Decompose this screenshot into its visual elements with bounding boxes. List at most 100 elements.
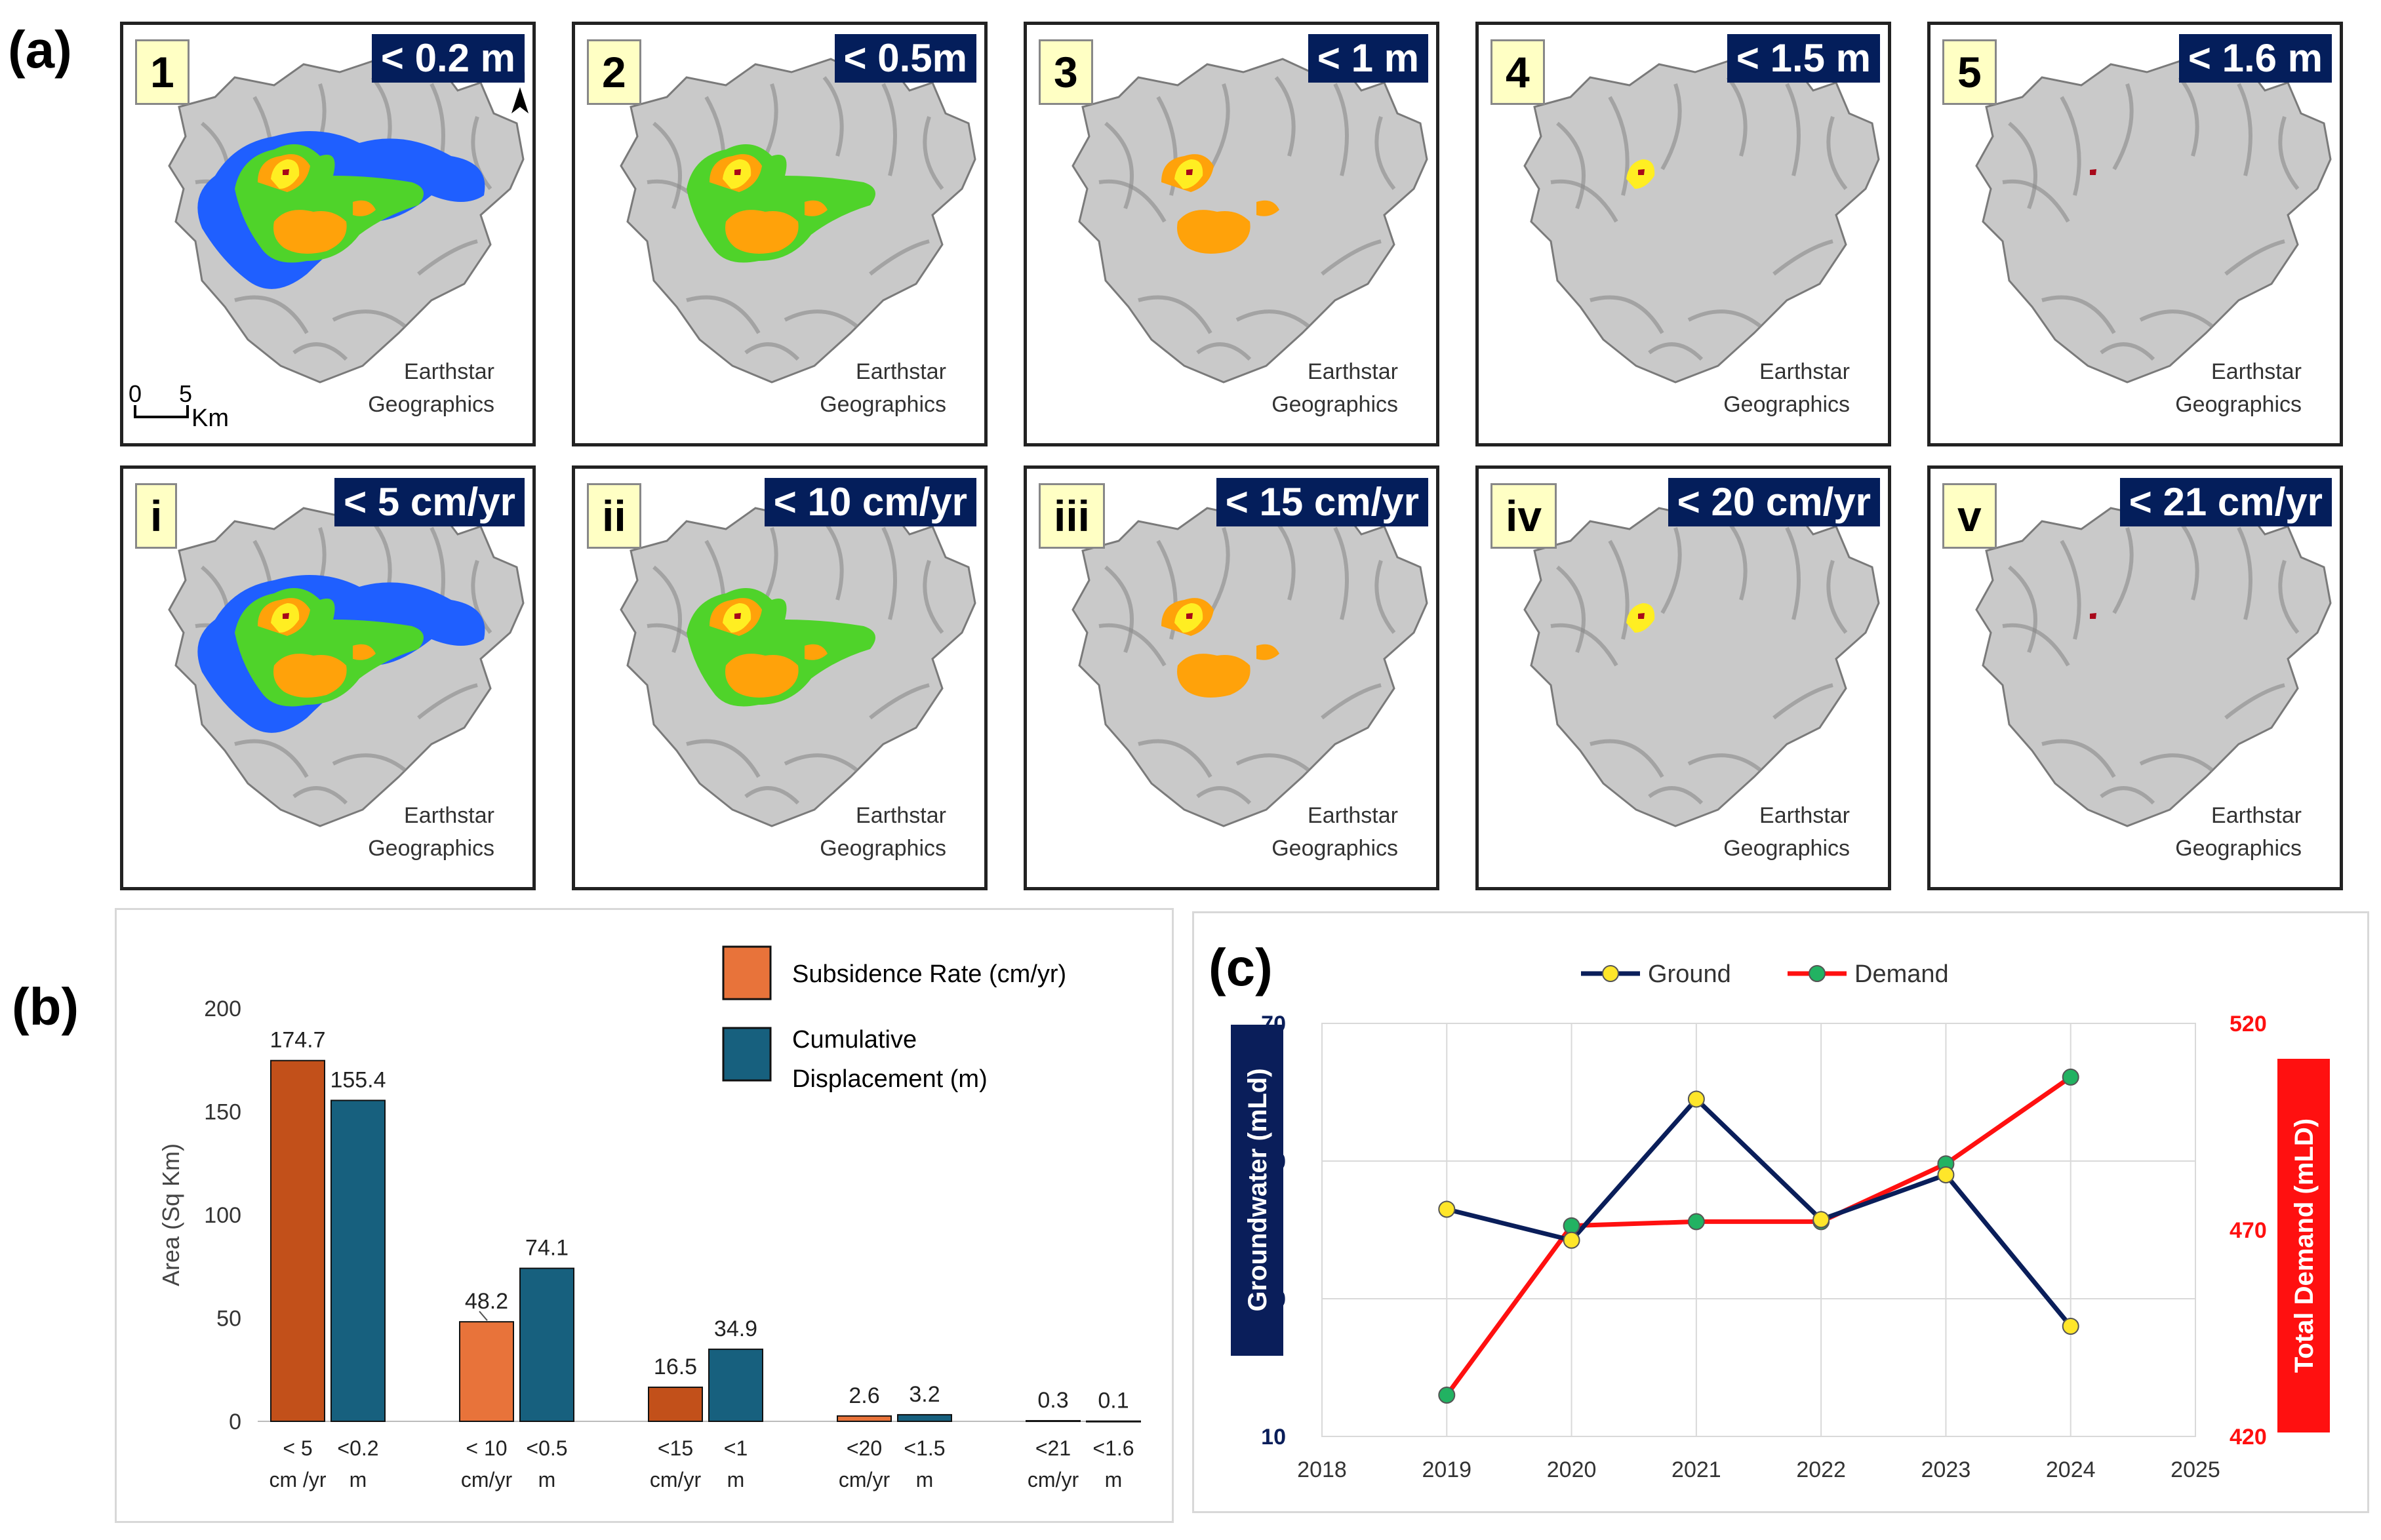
data-label: 48.2	[465, 1289, 508, 1314]
map-threshold-badge: < 15 cm/yr	[1216, 478, 1428, 526]
panel-label-c: (c)	[1209, 938, 1273, 997]
map-number-badge: iii	[1039, 483, 1106, 549]
terrain-ridge	[881, 83, 897, 176]
map-panel-3: 3 < 1 m Earthstar Geographics	[1024, 22, 1439, 446]
terrain-ridge	[471, 116, 492, 190]
terrain-ridge	[784, 309, 858, 328]
terrain-ridge	[869, 683, 930, 720]
x-tick-cum-line1: <0.2	[337, 1436, 378, 1460]
terrain-map: N05Km	[129, 58, 529, 432]
terrain-ridge	[1138, 739, 1212, 778]
legend-marker-ground	[1602, 965, 1619, 982]
data-point-demand	[2062, 1068, 2079, 1086]
map-threshold-badge: < 0.5m	[834, 34, 976, 83]
terrain-ridge	[923, 116, 944, 190]
terrain-ridge	[1687, 309, 1762, 328]
subsidence-zone-class-3	[725, 210, 799, 254]
legend-swatch-rate	[722, 945, 772, 1000]
terrain-ridge	[652, 121, 682, 210]
terrain-group	[1523, 502, 1880, 827]
terrain-map	[620, 58, 976, 384]
terrain-ridge	[2224, 239, 2285, 276]
terrain-ridge	[2224, 683, 2285, 720]
terrain-map	[1975, 58, 2332, 384]
x-tick-cum-line2: m	[727, 1468, 745, 1491]
bar-cumulative	[519, 1267, 574, 1423]
x-tick-label: 2019	[1422, 1457, 1471, 1482]
map-number-badge: ii	[587, 483, 641, 549]
subsidence-zone-class-5	[283, 169, 289, 175]
credit-line-1: Earthstar	[2211, 359, 2302, 384]
terrain-ridge	[234, 739, 309, 778]
credit-line-2: Geographics	[1723, 836, 1850, 861]
terrain-ridge	[1098, 179, 1167, 223]
data-point-ground	[1812, 1211, 1830, 1229]
legend-swatch-cumulative	[722, 1027, 772, 1082]
terrain-ridge	[2100, 342, 2155, 361]
terrain-ridge	[2100, 786, 2155, 805]
data-label: 34.9	[714, 1316, 757, 1341]
subsidence-zone-class-5	[734, 613, 741, 619]
terrain-ridge	[1274, 520, 1296, 601]
bar-legend: Subsidence Rate (cm/yr) Cumulative Displac…	[722, 945, 1066, 1093]
terrain-ridge	[1104, 565, 1134, 654]
x-tick-label: 2023	[1921, 1457, 1971, 1482]
map-threshold-badge: < 20 cm/yr	[1668, 478, 1880, 526]
map-threshold-badge: < 0.2 m	[371, 34, 525, 83]
y-axis-label: Area (Sq Km)	[157, 1143, 184, 1286]
y-left-title-box	[1231, 1025, 1283, 1356]
terrain-ridge	[822, 76, 844, 157]
terrain-ridge	[2060, 540, 2081, 640]
credit-line-1: Earthstar	[2211, 803, 2302, 828]
bar-chart-panel: 0 50 100 150 200 Area (Sq Km) 174.7 155.4 < 5 cm …	[115, 908, 1174, 1523]
y-right-tick-label: 470	[2230, 1218, 2267, 1243]
map-number-badge: iv	[1491, 483, 1557, 549]
terrain-ridge	[744, 342, 800, 361]
y-right-tick-label: 420	[2230, 1425, 2267, 1450]
terrain-ridge	[2008, 121, 2037, 210]
y-tick-label: 200	[204, 997, 241, 1021]
map-number-badge: v	[1942, 483, 1997, 549]
map-threshold-badge: < 1.5 m	[1727, 34, 1880, 83]
terrain-ridge	[822, 520, 844, 601]
subsidence-zone-class-3	[805, 644, 828, 660]
terrain-ridge	[2237, 83, 2252, 176]
credit-line-1: Earthstar	[404, 803, 494, 828]
scale-zero: 0	[129, 380, 142, 407]
x-tick-cum-line2: m	[916, 1468, 934, 1491]
terrain-ridge	[1687, 753, 1762, 772]
y-tick-label: 150	[204, 1100, 241, 1125]
map-panel-ii: ii < 10 cm/yr Earthstar Geographics	[572, 465, 988, 890]
data-label: 16.5	[654, 1354, 697, 1379]
terrain-ridge	[1333, 83, 1349, 176]
credit-line-2: Geographics	[2175, 392, 2302, 417]
bar-rate	[648, 1387, 703, 1423]
map-credit: Earthstar Geographics	[368, 355, 494, 421]
subsidence-zone-class-3	[1177, 210, 1251, 254]
legend-marker-demand	[1809, 965, 1826, 982]
y-right-title-text: Total Demand (mLD)	[2290, 1118, 2319, 1373]
terrain-map	[168, 502, 525, 827]
terrain-map	[1071, 58, 1428, 384]
legend-label-demand: Demand	[1854, 960, 1949, 988]
grid-lines	[1321, 1023, 2196, 1437]
terrain-ridge	[1333, 526, 1349, 620]
map-panel-iv: iv < 20 cm/yr Earthstar Geographics	[1475, 465, 1891, 890]
terrain-ridge	[881, 526, 897, 620]
map-credit: Earthstar Geographics	[820, 355, 946, 421]
data-point-demand	[1563, 1217, 1580, 1234]
credit-line-2: Geographics	[368, 392, 494, 417]
map-number-badge: 5	[1942, 39, 1997, 105]
data-label: 2.6	[849, 1383, 879, 1408]
subsidence-zone-class-3	[353, 644, 376, 660]
terrain-group	[1523, 58, 1880, 384]
map-number-badge: 2	[587, 39, 641, 105]
subsidence-zone-class-3	[353, 200, 376, 216]
bar-cumulative	[708, 1349, 763, 1422]
y-left-tick-label: 10	[1261, 1425, 1286, 1450]
data-point-ground	[1687, 1090, 1705, 1108]
data-label: 174.7	[270, 1028, 325, 1053]
terrain-ridge	[1196, 342, 1252, 361]
terrain-ridge	[923, 560, 944, 634]
